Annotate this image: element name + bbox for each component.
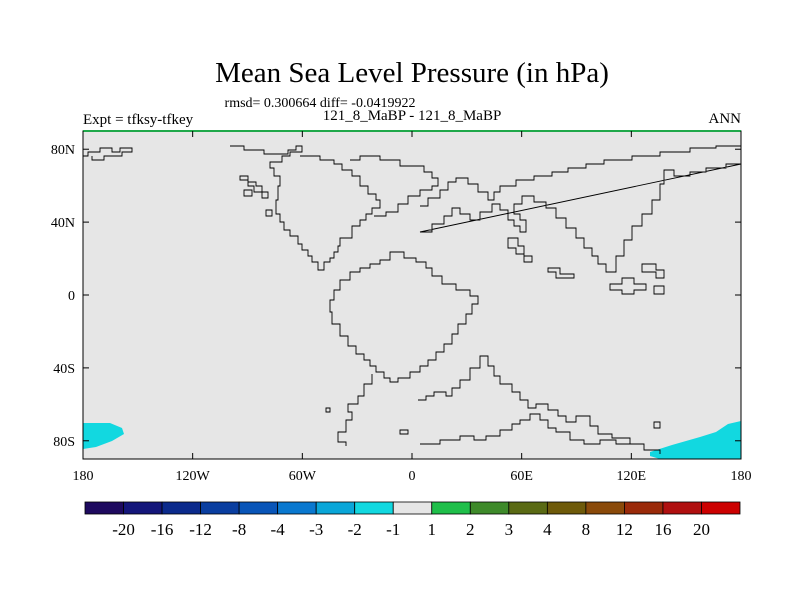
colorbar-label: -20 (112, 520, 135, 539)
colorbar-label: 8 (582, 520, 591, 539)
map-background (83, 131, 741, 459)
y-tick-label: 80N (51, 143, 75, 158)
colorbar-label: 12 (616, 520, 633, 539)
southeast-anomaly (650, 421, 741, 459)
colorbar-swatch (546, 501, 587, 515)
colorbar-label: 20 (693, 520, 710, 539)
colorbar-swatch (315, 501, 356, 515)
greenland-coast (350, 155, 439, 217)
y-tick-label: 40S (53, 362, 75, 377)
map-panel (82, 130, 742, 460)
colorbar-label: -3 (309, 520, 323, 539)
eurasia-coast (419, 145, 742, 273)
x-tick-label: 120E (617, 469, 647, 484)
period-label: 121_8_MaBP - 121_8_MaBP (323, 108, 502, 124)
colorbar-label: -4 (271, 520, 286, 539)
colorbar-swatch (392, 501, 433, 515)
y-tick-label: 40N (51, 216, 75, 231)
colorbar-swatch (585, 501, 625, 515)
anomaly-layer (83, 421, 741, 459)
colorbar-label: 4 (543, 520, 552, 539)
x-tick-label: 60W (289, 469, 317, 484)
x-tick-label: 180 (731, 469, 752, 484)
colorbar-swatch (123, 501, 163, 515)
colorbar-swatch (469, 501, 510, 515)
southwest-anomaly (83, 423, 124, 449)
south-america-coast (329, 251, 479, 383)
colorbar-swatch (238, 501, 279, 515)
north-america-coast (83, 145, 381, 271)
colorbar-label: -2 (348, 520, 362, 539)
colorbar-swatch (662, 501, 702, 515)
colorbar-swatch (508, 501, 548, 515)
coastlines (83, 145, 742, 454)
colorbar-swatch (277, 501, 317, 515)
colorbar-swatch (200, 501, 240, 515)
colorbar-swatch (701, 501, 741, 515)
season-label: ANN (709, 111, 742, 127)
india-se-asia-coast (507, 237, 665, 295)
colorbar-label: -1 (386, 520, 400, 539)
colorbar-label: -12 (189, 520, 212, 539)
colorbar-label: -16 (151, 520, 174, 539)
y-tick-label: 80S (53, 435, 75, 450)
experiment-label: Expt = tfksy-tfkey (83, 112, 194, 128)
colorbar-label: 3 (505, 520, 514, 539)
colorbar: -20 -16 -12 -8 -4 -3 -2 -1 1 2 3 4 8 12 16 20 (84, 501, 741, 539)
x-tick-label: 180 (73, 469, 94, 484)
chart-title: Mean Sea Level Pressure (in hPa) (215, 57, 609, 89)
antarctica-coast (325, 355, 661, 454)
x-tick-label: 120W (176, 469, 211, 484)
stats-line: rmsd= 0.300664 diff= -0.0419922 (225, 96, 416, 111)
x-tick-label: 0 (409, 469, 416, 484)
colorbar-swatch (161, 501, 201, 515)
colorbar-swatch (354, 501, 394, 515)
y-tick-label: 0 (68, 289, 75, 304)
arctic-islands-coast (239, 175, 273, 217)
colorbar-swatch (624, 501, 664, 515)
colorbar-label: -8 (232, 520, 246, 539)
colorbar-swatch (84, 501, 124, 515)
colorbar-label: 16 (654, 520, 671, 539)
y-axis: 80N 40N 0 40S 80S (51, 143, 741, 450)
colorbar-label: 2 (466, 520, 475, 539)
x-axis: 180 120W 60W 0 60E 120E 180 (73, 131, 752, 484)
colorbar-swatch (431, 501, 471, 515)
x-tick-label: 60E (510, 469, 533, 484)
colorbar-label: 1 (428, 520, 437, 539)
